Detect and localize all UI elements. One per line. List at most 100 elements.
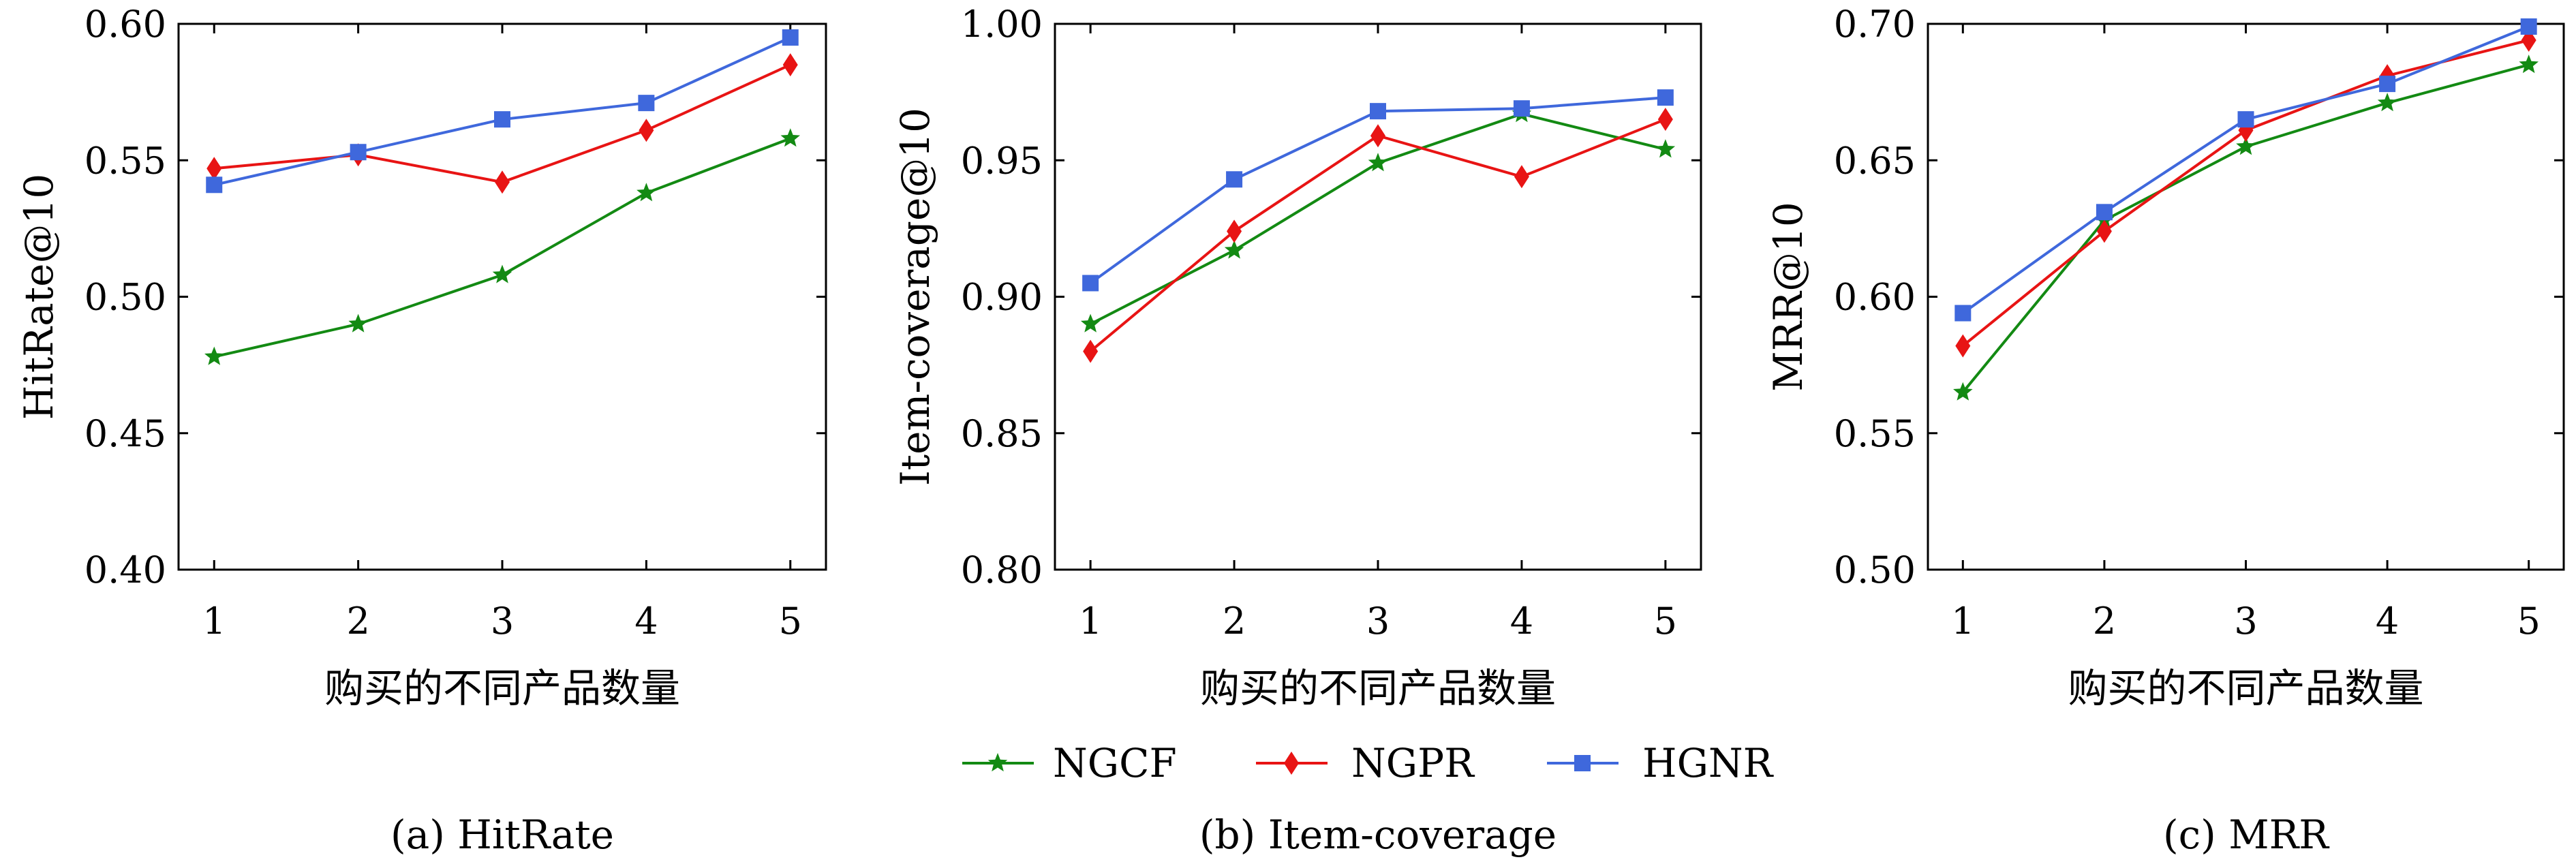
data-point	[1226, 171, 1243, 188]
x-tick-label: 1	[202, 600, 226, 643]
y-tick-label: 0.70	[1834, 3, 1916, 46]
x-tick-label: 5	[2517, 600, 2541, 643]
legend-item-hgnr: HGNR	[1547, 740, 1775, 786]
series-hgnr	[1954, 18, 2537, 322]
data-point	[204, 346, 224, 365]
y-tick-label: 0.55	[1834, 412, 1916, 455]
data-point	[2377, 93, 2397, 112]
data-point	[2096, 204, 2113, 221]
series-line-hgnr	[213, 36, 791, 187]
y-tick-label: 0.90	[961, 276, 1043, 319]
chart-panel-3: 0.50 0.55 0.60 0.65 0.70 1 2 3 4 5 购买的不同产品数量 MRR@10…	[1765, 3, 2565, 858]
legend-label: NGPR	[1351, 740, 1475, 786]
data-point	[1657, 89, 1674, 106]
data-point	[1514, 165, 1529, 189]
x-tick-label: 3	[1366, 600, 1390, 643]
data-point	[2520, 18, 2537, 35]
data-point	[494, 111, 510, 128]
chart-panels: 0.40 0.45 0.50 0.55 0.60 1 2 3 4 5 购买的不同产品数量 HitRat…	[16, 3, 2565, 858]
data-point	[639, 119, 654, 142]
series-hgnr	[1082, 89, 1674, 292]
y-tick-label: 0.65	[1834, 139, 1916, 182]
x-tick-label: 1	[1079, 600, 1102, 643]
series-line-hgnr	[1962, 25, 2530, 315]
data-point	[1083, 339, 1099, 363]
series-ngpr	[1083, 108, 1673, 363]
data-point	[1227, 219, 1242, 243]
data-point	[1370, 124, 1385, 148]
y-axis-label: HitRate@10	[16, 174, 62, 420]
data-point	[1224, 240, 1244, 259]
x-tick-label: 2	[346, 600, 369, 643]
x-tick-label: 2	[1223, 600, 1246, 643]
y-tick-label: 0.45	[85, 412, 166, 455]
legend-item-ngcf: NGCF	[962, 740, 1177, 786]
data-point	[2236, 136, 2256, 155]
panel-caption: (a) HitRate	[390, 812, 614, 858]
y-tick-label: 0.80	[961, 549, 1043, 591]
x-tick-label: 3	[491, 600, 514, 643]
series-ngpr	[1955, 29, 2536, 358]
data-point	[638, 95, 655, 112]
legend-label: NGCF	[1053, 740, 1177, 786]
data-point	[782, 29, 799, 46]
y-tick-label: 0.95	[961, 139, 1043, 182]
y-tick-label: 0.60	[1834, 276, 1916, 319]
legend-marker	[987, 753, 1008, 772]
data-point	[1368, 153, 1388, 172]
x-tick-label: 4	[2376, 600, 2399, 643]
x-tick-label: 1	[1951, 600, 1974, 643]
data-point	[2096, 219, 2112, 243]
legend-item-ngpr: NGPR	[1256, 740, 1475, 786]
data-point	[2519, 55, 2539, 74]
x-tick-label: 5	[1654, 600, 1677, 643]
data-point	[348, 313, 368, 333]
y-tick-label: 0.50	[85, 276, 166, 319]
data-point	[492, 264, 512, 283]
x-tick-label: 4	[1510, 600, 1533, 643]
series-ngcf	[1953, 55, 2539, 401]
data-point	[782, 53, 798, 77]
data-point	[2237, 111, 2254, 128]
x-tick-label: 3	[2234, 600, 2257, 643]
data-point	[206, 176, 223, 194]
series-ngcf	[204, 128, 800, 365]
legend-marker	[1574, 755, 1591, 771]
panel-caption: (c) MRR	[2163, 812, 2330, 858]
y-axis-label: Item-coverage@10	[892, 108, 938, 486]
y-tick-label: 0.55	[85, 139, 166, 182]
legend-label: HGNR	[1642, 740, 1775, 786]
y-tick-label: 0.50	[1834, 549, 1916, 591]
panel-caption: (b) Item-coverage	[1199, 812, 1557, 858]
y-tick-label: 1.00	[961, 3, 1043, 46]
data-point	[495, 170, 510, 194]
data-point	[1954, 305, 1972, 322]
x-tick-label: 5	[779, 600, 802, 643]
data-point	[1657, 108, 1673, 132]
x-axis-label: 购买的不同产品数量	[324, 665, 680, 711]
y-tick-label: 0.40	[85, 549, 166, 591]
data-point	[206, 157, 222, 181]
data-point	[780, 128, 800, 147]
series-hgnr	[206, 29, 799, 194]
data-point	[350, 144, 367, 161]
data-point	[1953, 382, 1973, 401]
data-point	[1955, 334, 1971, 358]
y-axis-label: MRR@10	[1765, 202, 1811, 392]
data-point	[1513, 100, 1530, 117]
legend-marker	[1284, 752, 1299, 775]
x-tick-label: 2	[2093, 600, 2116, 643]
data-point	[1655, 139, 1676, 158]
chart-panel-2: 0.80 0.85 0.90 0.95 1.00 1 2 3 4 5 购买的不同产品数量 Item-c…	[892, 3, 1702, 858]
chart-panel-1: 0.40 0.45 0.50 0.55 0.60 1 2 3 4 5 购买的不同产品数量 HitRat…	[16, 3, 827, 858]
data-point	[1082, 275, 1099, 292]
legend: NGCF NGPR HGNR	[962, 740, 1775, 786]
y-tick-label: 0.85	[961, 412, 1043, 455]
series-line-ngpr	[1962, 39, 2530, 348]
data-point	[1080, 313, 1101, 333]
y-tick-label: 0.60	[85, 3, 166, 46]
x-tick-label: 4	[634, 600, 658, 643]
plot-frame	[177, 22, 827, 571]
data-point	[637, 183, 656, 202]
